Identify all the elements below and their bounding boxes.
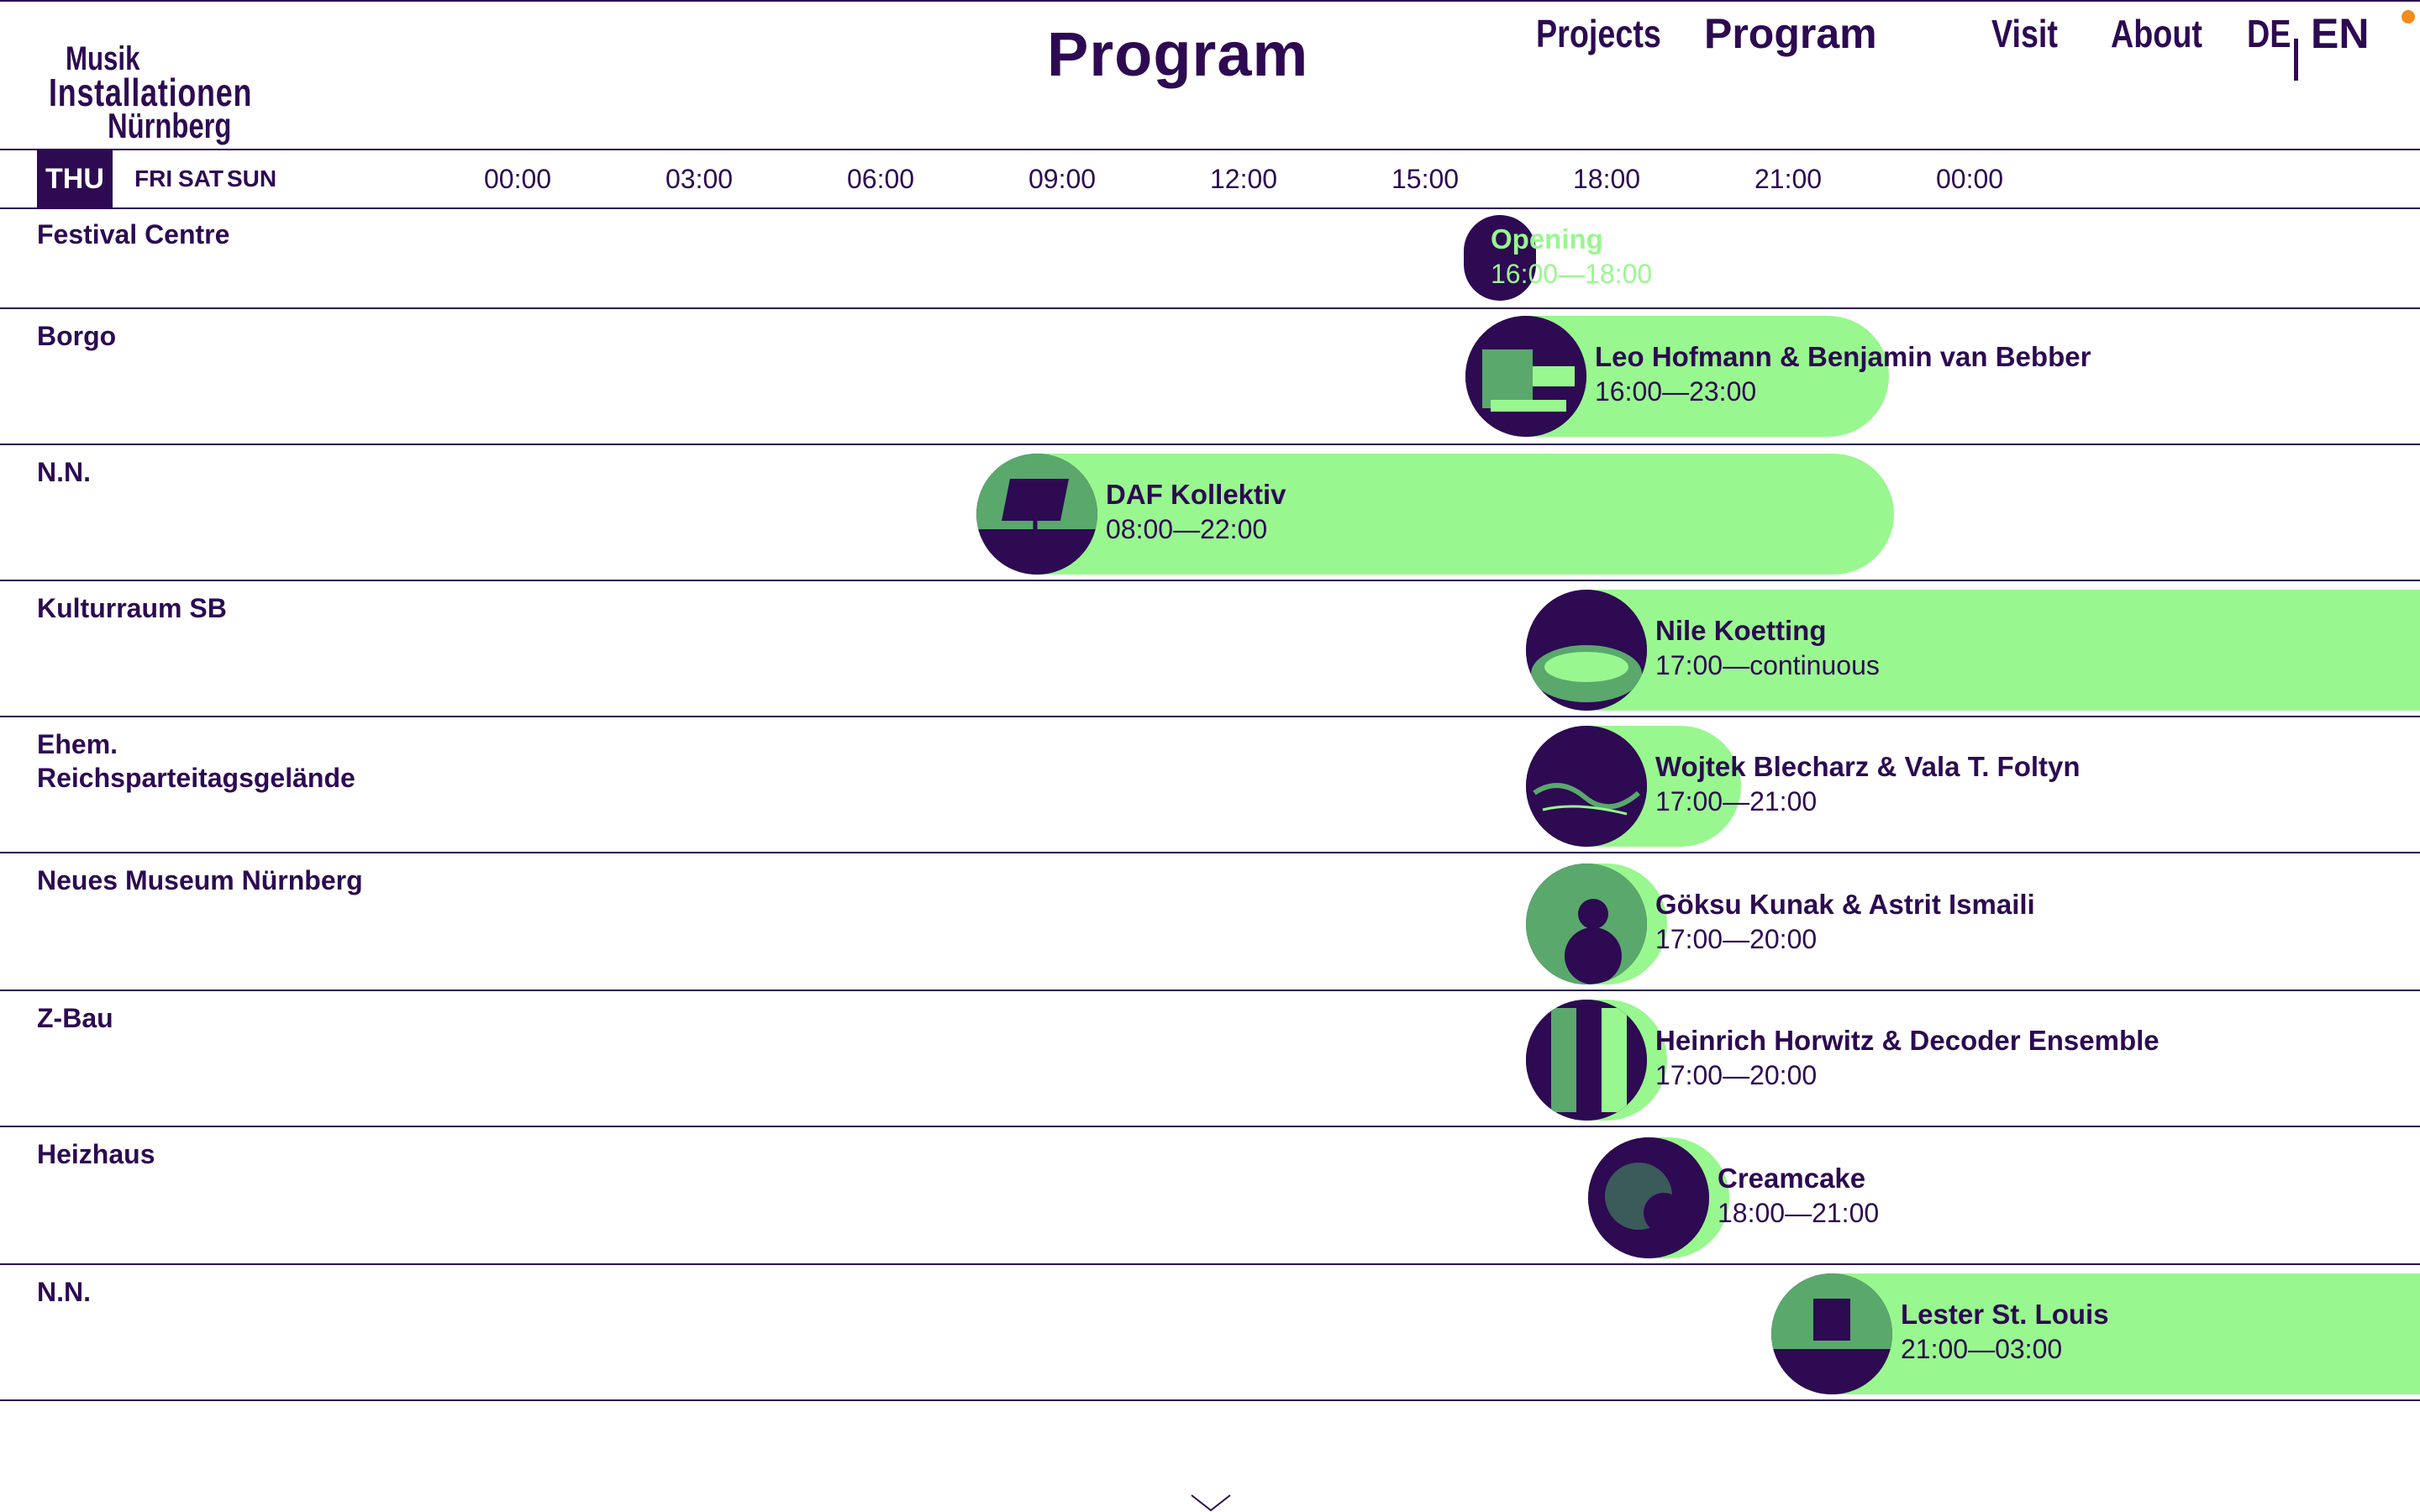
hour-label: 12:00 bbox=[1210, 164, 1278, 194]
venue-name[interactable]: Z-Bau bbox=[37, 1003, 113, 1033]
nav-projects[interactable]: Projects bbox=[1536, 12, 1661, 55]
event-opening-marker[interactable] bbox=[1464, 215, 1536, 301]
hour-label: 00:00 bbox=[484, 164, 552, 194]
event-thumbnail bbox=[1526, 1000, 1647, 1121]
day-tab-fri[interactable]: FRI bbox=[134, 165, 173, 192]
event-thumbnail bbox=[1526, 590, 1647, 711]
venue-name[interactable]: Kulturraum SB bbox=[37, 593, 227, 623]
logo-line-2: Installationen bbox=[49, 71, 253, 114]
schedule-row: Heizhaus Creamcake 18:00—21:00 bbox=[0, 1127, 2420, 1265]
hour-label: 09:00 bbox=[1028, 164, 1097, 194]
event-time: 17:00—20:00 bbox=[1655, 924, 1818, 954]
event-title: DAF Kollektiv bbox=[1106, 479, 1286, 510]
day-tab-sun[interactable]: SUN bbox=[227, 165, 277, 192]
hour-label: 06:00 bbox=[847, 164, 915, 194]
event-title: Wojtek Blecharz & Vala T. Foltyn bbox=[1655, 751, 2081, 782]
event-title: Lester St. Louis bbox=[1901, 1299, 2109, 1330]
venue-name[interactable]: Heizhaus bbox=[37, 1139, 155, 1169]
event-thumbnail bbox=[1526, 726, 1647, 847]
event-card[interactable]: Heinrich Horwitz & Decoder Ensemble 17:0… bbox=[1526, 1000, 2160, 1121]
day-tab-sat[interactable]: SAT bbox=[178, 165, 224, 192]
event-card[interactable]: Creamcake 18:00—21:00 bbox=[1588, 1137, 1879, 1258]
page-title: Program bbox=[1047, 19, 1309, 89]
schedule-row: Z-Bau Heinrich Horwitz & Decoder Ensembl… bbox=[0, 991, 2420, 1127]
lang-de[interactable]: DE bbox=[2247, 12, 2291, 55]
event-time: 08:00—22:00 bbox=[1106, 514, 1268, 544]
event-thumbnail bbox=[1465, 316, 1586, 437]
event-time: 17:00—20:00 bbox=[1655, 1060, 1818, 1090]
event-card[interactable]: DAF Kollektiv 08:00—22:00 bbox=[976, 454, 1894, 575]
venue-name[interactable]: Neues Museum Nürnberg bbox=[37, 865, 363, 895]
timeline-header: THU FRI SAT SUN 00:00 03:00 06:00 09:00 … bbox=[0, 149, 2420, 209]
event-card[interactable]: Nile Koetting 17:00—continuous bbox=[1526, 590, 2420, 711]
logo-line-1: Musik bbox=[66, 40, 140, 77]
event-thumbnail bbox=[1771, 1273, 1892, 1394]
site-logo[interactable]: Musik Installationen Nürnberg bbox=[49, 40, 267, 145]
event-title: Nile Koetting bbox=[1655, 615, 1827, 646]
schedule-row: N.N. DAF Kollektiv 08:00—22:00 bbox=[0, 445, 2420, 581]
event-opening[interactable]: Opening 16:00—18:00 bbox=[1491, 222, 1652, 291]
status-dot bbox=[2402, 10, 2415, 24]
venue-name[interactable]: N.N. bbox=[37, 1277, 91, 1307]
event-title: Heinrich Horwitz & Decoder Ensemble bbox=[1655, 1025, 2160, 1056]
event-thumbnail bbox=[976, 454, 1097, 575]
schedule-row: Festival Centre bbox=[0, 207, 2420, 309]
event-thumbnail bbox=[1588, 1137, 1709, 1258]
event-title: Leo Hofmann & Benjamin van Bebber bbox=[1595, 341, 2091, 372]
event-time: 17:00—continuous bbox=[1655, 650, 1880, 680]
event-card[interactable]: Wojtek Blecharz & Vala T. Foltyn 17:00—2… bbox=[1526, 726, 2081, 847]
schedule-row: Borgo Leo Hofmann & Benjamin van Bebber … bbox=[0, 309, 2420, 445]
event-time: 21:00—03:00 bbox=[1901, 1334, 2063, 1364]
nav-about[interactable]: About bbox=[2111, 12, 2202, 55]
hour-label: 21:00 bbox=[1754, 164, 1823, 194]
event-time: 16:00—18:00 bbox=[1491, 259, 1653, 289]
nav-visit[interactable]: Visit bbox=[1991, 12, 2058, 55]
lang-en[interactable]: EN bbox=[2311, 10, 2370, 57]
schedule-row: Kulturraum SB Nile Koetting 17:00—contin… bbox=[0, 581, 2420, 717]
hour-label: 18:00 bbox=[1573, 164, 1641, 194]
schedule-row: N.N. Lester St. Louis 21:00—03:00 bbox=[0, 1265, 2420, 1401]
event-card[interactable]: Göksu Kunak & Astrit Ismaili 17:00—20:00 bbox=[1526, 864, 2035, 984]
chevron-down-icon[interactable] bbox=[1190, 1494, 1232, 1512]
top-border bbox=[0, 0, 2420, 2]
event-time: 16:00—23:00 bbox=[1595, 376, 1757, 407]
event-thumbnail bbox=[1526, 864, 1647, 984]
schedule-row: Neues Museum Nürnberg Göksu Kunak & Astr… bbox=[0, 853, 2420, 991]
event-title: Opening bbox=[1491, 223, 1603, 255]
event-title: Göksu Kunak & Astrit Ismaili bbox=[1655, 889, 2035, 920]
venue-name[interactable]: Borgo bbox=[37, 321, 117, 351]
event-card[interactable]: Leo Hofmann & Benjamin van Bebber 16:00—… bbox=[1465, 316, 2091, 437]
hour-label: 00:00 bbox=[1936, 164, 2004, 194]
event-time: 17:00—21:00 bbox=[1655, 786, 1818, 816]
schedule-row: Ehem. Reichsparteitagsgelände Wojtek Ble… bbox=[0, 717, 2420, 853]
day-tab-thu[interactable]: THU bbox=[37, 150, 113, 207]
event-card[interactable]: Lester St. Louis 21:00—03:00 bbox=[1771, 1273, 2420, 1394]
event-title: Creamcake bbox=[1718, 1163, 1866, 1194]
lang-divider bbox=[2294, 39, 2298, 81]
event-time: 18:00—21:00 bbox=[1718, 1198, 1880, 1228]
venue-name[interactable]: Ehem. Reichsparteitagsgelände bbox=[37, 729, 355, 793]
hour-label: 03:00 bbox=[666, 164, 734, 194]
venue-name[interactable]: N.N. bbox=[37, 457, 91, 487]
logo-line-3: Nürnberg bbox=[108, 106, 232, 145]
hour-label: 15:00 bbox=[1392, 164, 1460, 194]
nav-program[interactable]: Program bbox=[1704, 10, 1877, 57]
venue-name[interactable]: Festival Centre bbox=[37, 219, 230, 249]
